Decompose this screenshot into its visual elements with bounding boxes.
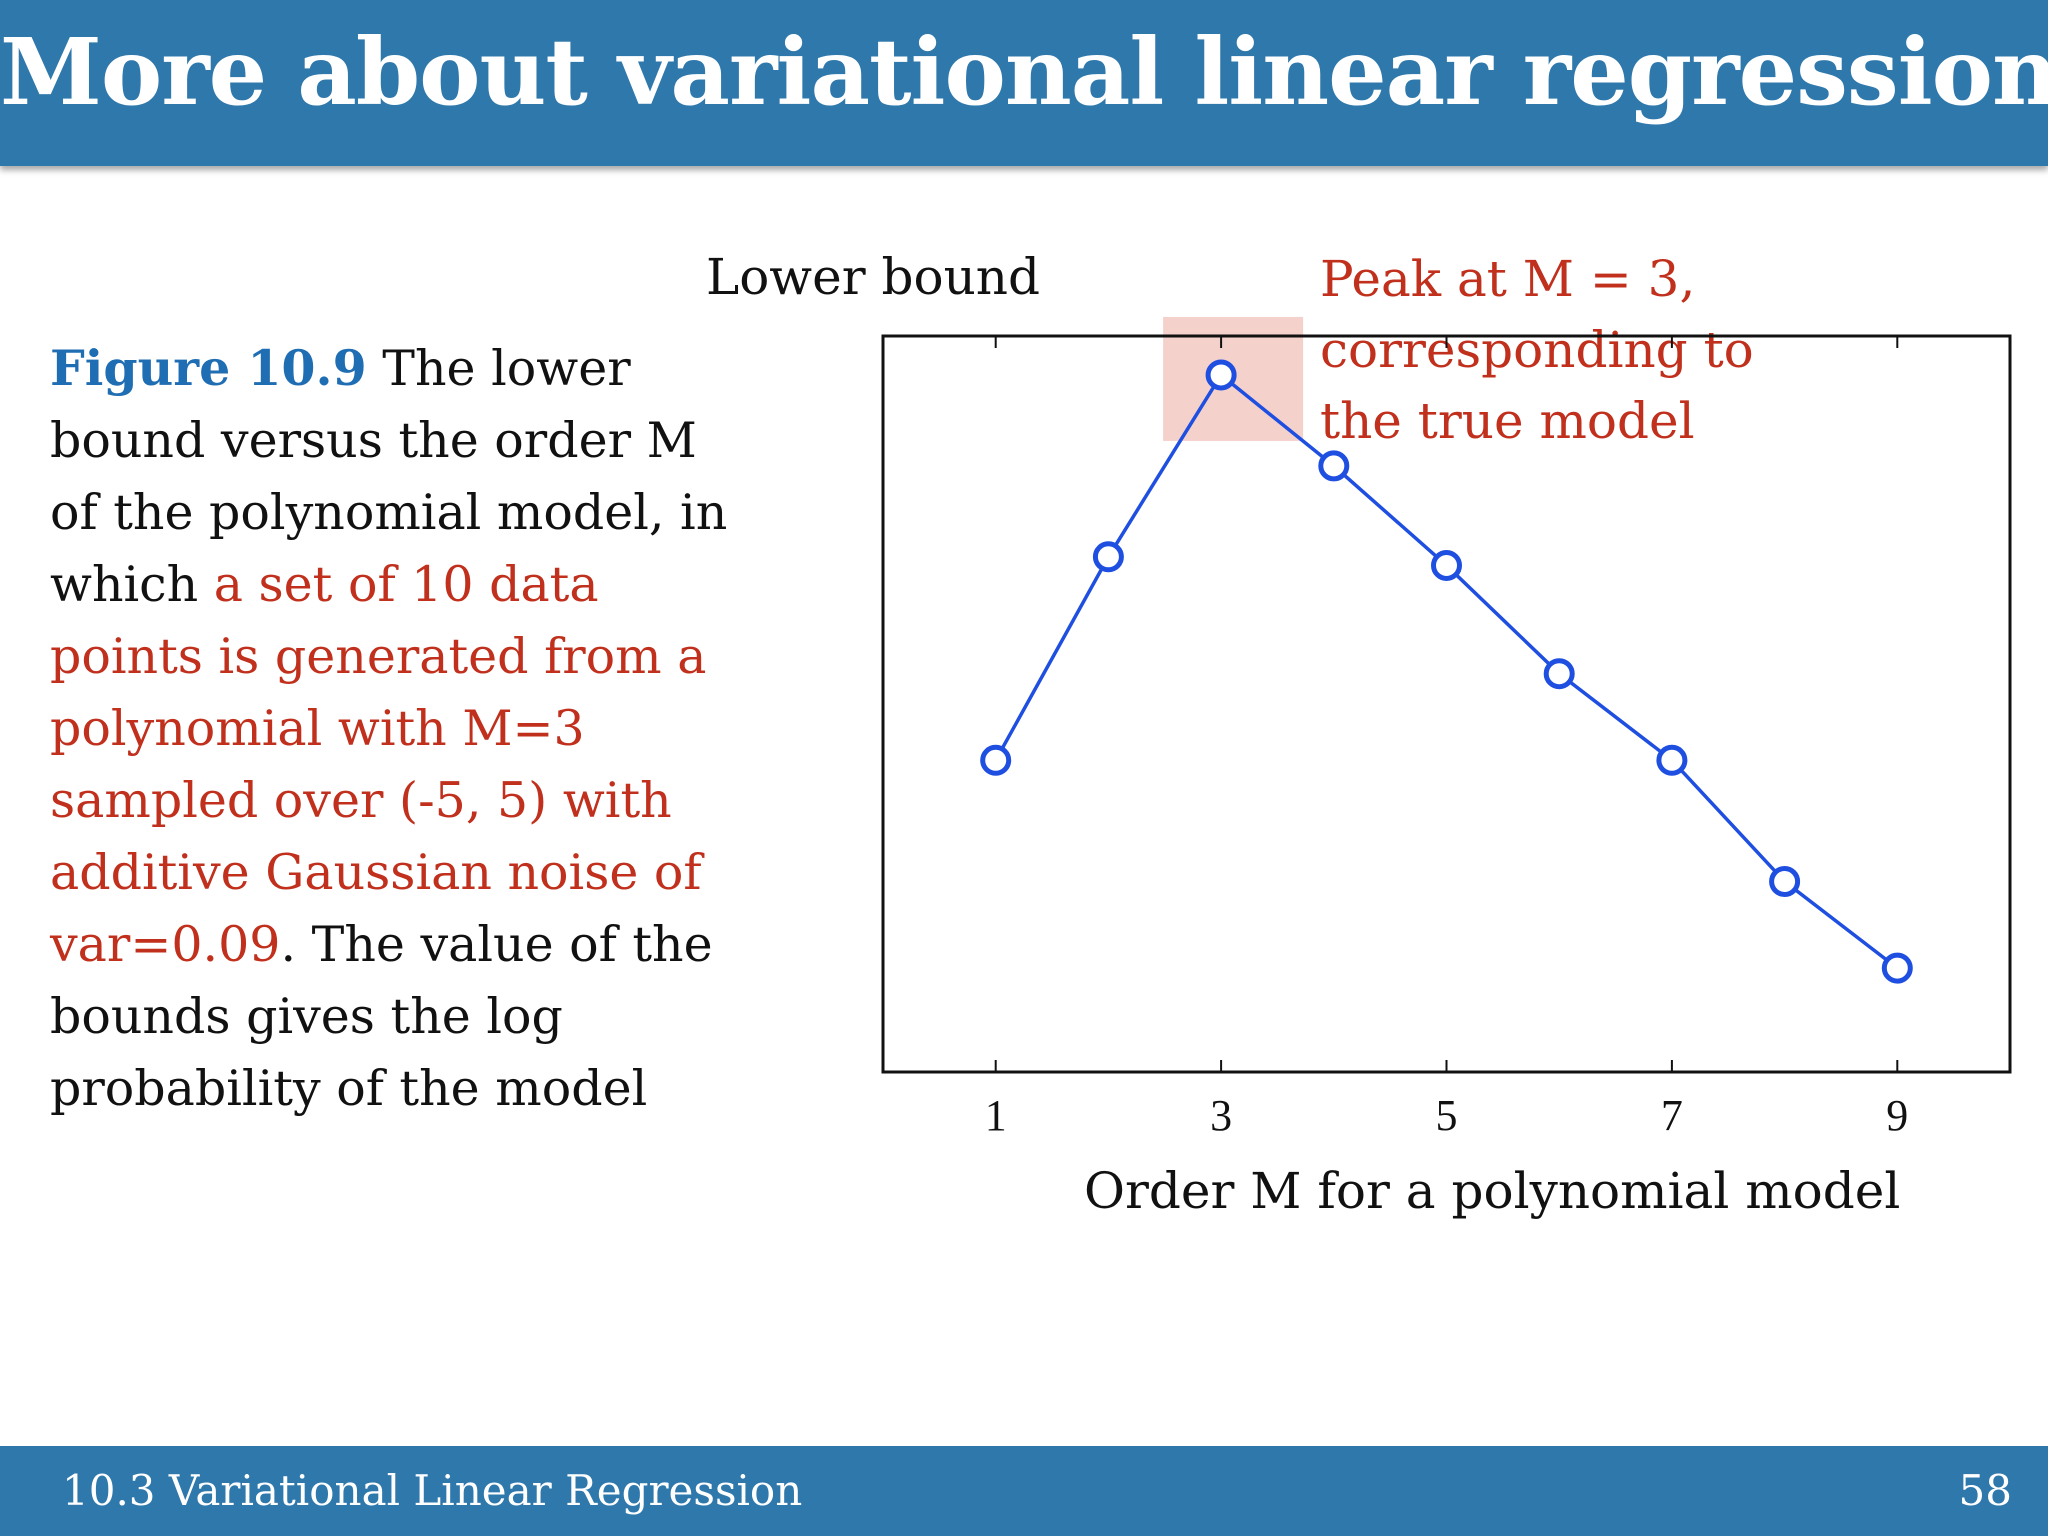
annotation-line-3: the true model xyxy=(1320,392,1695,450)
data-point xyxy=(980,744,1012,776)
figure-caption: Figure 10.9 The lower bound versus the o… xyxy=(50,332,750,1125)
data-point xyxy=(1769,866,1801,898)
caption-text-1: The lower bound versus the order M of th… xyxy=(50,340,728,613)
y-axis-label: Lower bound xyxy=(706,248,1041,306)
x-tick-label: 7 xyxy=(1661,1091,1683,1140)
slide-title: More about variational linear regression xyxy=(0,18,2048,126)
x-tick-label: 1 xyxy=(985,1091,1007,1140)
x-tick-label: 5 xyxy=(1436,1091,1458,1140)
page-number: 58 xyxy=(1958,1466,2012,1515)
series-line xyxy=(994,372,1899,970)
plot-frame xyxy=(881,334,2012,1074)
caption-text-2: . The value of the bounds gives the log … xyxy=(50,916,713,1117)
annotation-line-2: corresponding to xyxy=(1320,321,1754,379)
data-point xyxy=(1318,450,1350,482)
data-point xyxy=(1431,549,1462,581)
data-point xyxy=(1092,541,1124,573)
x-axis-label: Order M for a polynomial model xyxy=(1084,1162,1901,1220)
data-point xyxy=(1881,952,1913,984)
data-point xyxy=(1656,744,1688,776)
title-bar: More about variational linear regression xyxy=(0,0,2048,166)
annotation-line-1: Peak at M = 3, xyxy=(1320,250,1696,308)
figure-label: Figure 10.9 xyxy=(50,339,367,397)
x-tick-label: 3 xyxy=(1210,1091,1232,1140)
caption-text-highlight: a set of 10 data points is generated fro… xyxy=(50,556,707,973)
data-point xyxy=(1205,359,1237,391)
data-point xyxy=(1543,658,1575,690)
x-tick-label: 9 xyxy=(1886,1091,1908,1140)
section-title: 10.3 Variational Linear Regression xyxy=(62,1466,803,1515)
footer-bar: 10.3 Variational Linear Regression 58 xyxy=(0,1446,2048,1536)
peak-annotation: Peak at M = 3, corresponding to the true… xyxy=(1320,244,1754,457)
